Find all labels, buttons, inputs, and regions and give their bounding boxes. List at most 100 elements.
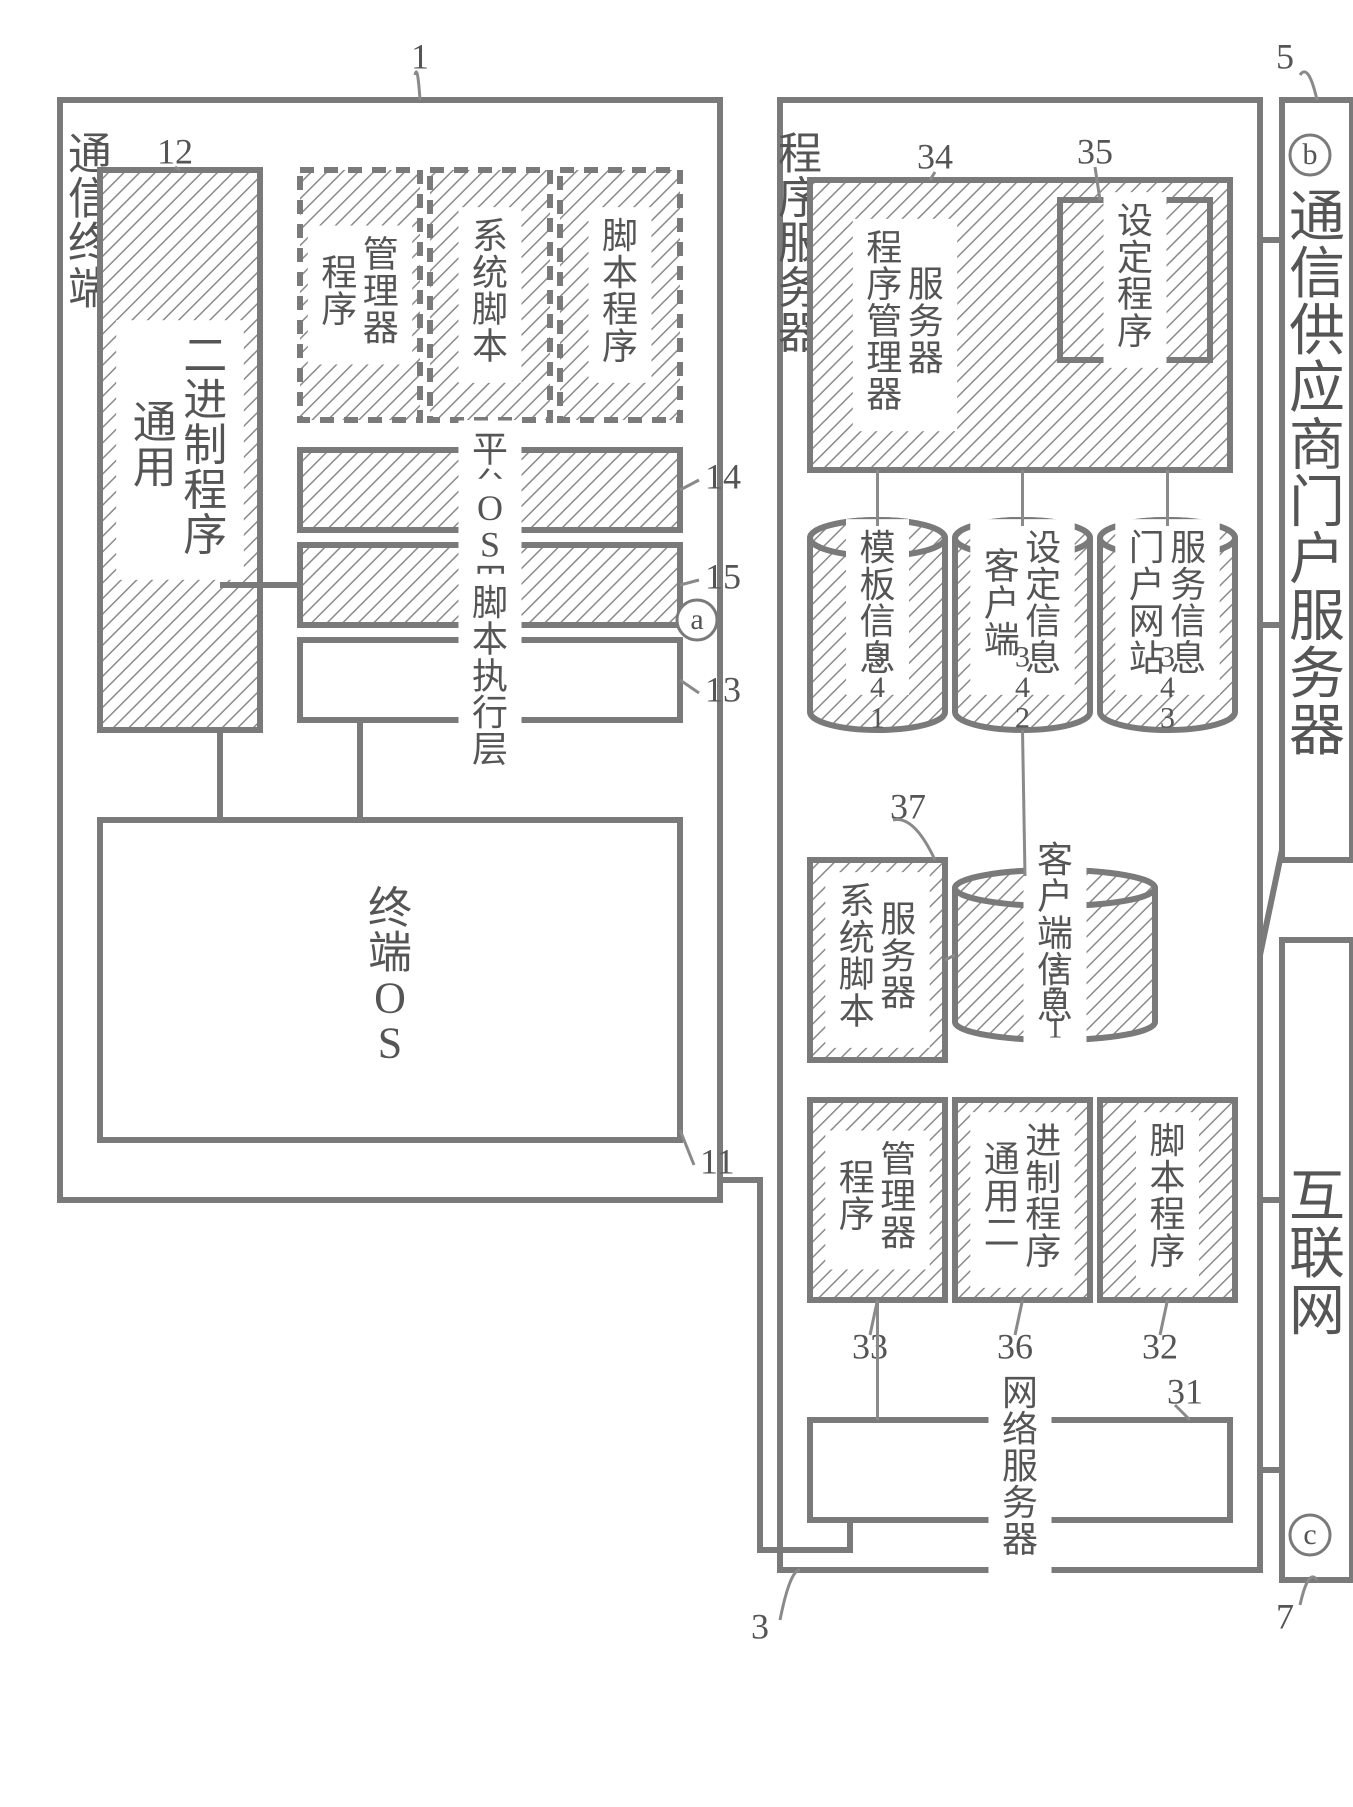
- portal-title: 信: [1289, 244, 1345, 306]
- portal-title: 应: [1289, 358, 1345, 420]
- label: 7: [1276, 1596, 1294, 1636]
- label: 户: [984, 583, 1020, 623]
- label: 行: [472, 693, 508, 733]
- internet-title: 互: [1289, 1167, 1345, 1229]
- label: 程: [602, 290, 638, 330]
- label: 12: [157, 131, 193, 171]
- label: 程: [839, 1158, 875, 1198]
- label: 务: [880, 936, 916, 976]
- label: 息: [1025, 638, 1061, 678]
- label: 序: [1025, 1231, 1061, 1271]
- portal-title: 务: [1289, 644, 1345, 706]
- label: 理: [363, 271, 399, 311]
- label: 3: [1048, 950, 1063, 983]
- label: 序: [1117, 311, 1153, 351]
- portal-title: 器: [1289, 701, 1345, 763]
- label: 3: [1160, 701, 1175, 734]
- label: 序: [321, 290, 357, 330]
- label: O: [477, 488, 503, 528]
- label: 二: [183, 331, 227, 380]
- label: 5: [1276, 36, 1294, 76]
- label: 15: [705, 556, 741, 596]
- label: 用: [984, 1176, 1020, 1216]
- label: 器: [880, 973, 916, 1013]
- label: 11: [700, 1141, 735, 1181]
- label: 本: [839, 991, 875, 1031]
- label: 本: [472, 326, 508, 366]
- label: 信: [859, 602, 895, 642]
- label: 程: [1117, 275, 1153, 315]
- svg-text:c: c: [1303, 1518, 1316, 1551]
- label: 序: [183, 511, 227, 560]
- label: O: [374, 974, 406, 1023]
- leader: [780, 1570, 800, 1620]
- label: 序: [602, 326, 638, 366]
- label: 器: [866, 375, 902, 415]
- portal-title: 通: [1289, 187, 1345, 249]
- label: 二: [984, 1213, 1020, 1253]
- label: 程: [183, 466, 227, 515]
- label: 户: [1129, 565, 1165, 605]
- label: 脚: [839, 955, 875, 995]
- label: 板: [859, 565, 895, 605]
- label: S: [480, 525, 500, 565]
- svg-text:b: b: [1303, 138, 1318, 171]
- leader: [1300, 72, 1317, 100]
- label: 管: [866, 301, 902, 341]
- label: 程: [1025, 1195, 1061, 1235]
- portal-title: 服: [1289, 587, 1345, 649]
- label: 制: [1025, 1158, 1061, 1198]
- portal-title: 户: [1289, 530, 1345, 592]
- portal-title: 门: [1289, 472, 1345, 534]
- label: 程: [321, 253, 357, 293]
- label: 3: [1015, 640, 1030, 673]
- label: 7: [1048, 981, 1063, 1014]
- progserver-title: 程: [778, 129, 822, 178]
- label: 程: [866, 228, 902, 268]
- label: 脚: [1149, 1121, 1185, 1161]
- label: 统: [839, 918, 875, 958]
- portal-title: 供: [1289, 301, 1345, 363]
- label: 3: [870, 640, 885, 673]
- label: 信: [1170, 602, 1206, 642]
- label: 户: [1037, 877, 1073, 917]
- label: 网: [1002, 1373, 1038, 1413]
- label: 器: [880, 1213, 916, 1253]
- label: 管: [880, 1140, 916, 1180]
- label: 客: [984, 547, 1020, 587]
- label: 务: [908, 301, 944, 341]
- label: 终: [368, 884, 412, 933]
- label: 服: [880, 900, 916, 940]
- label: 脚: [472, 290, 508, 330]
- label: 脚: [602, 216, 638, 256]
- label: 34: [917, 136, 953, 176]
- label: 进: [183, 376, 227, 425]
- label: 程: [1149, 1195, 1185, 1235]
- label: S: [378, 1018, 402, 1067]
- label: 4: [870, 671, 885, 704]
- label: 系: [472, 216, 508, 256]
- portal-title: 商: [1289, 415, 1345, 477]
- label: 序: [839, 1195, 875, 1235]
- label: 本: [602, 253, 638, 293]
- label: 门: [1129, 528, 1165, 568]
- label: 服: [1002, 1446, 1038, 1486]
- label: 务: [1170, 565, 1206, 605]
- label: 1: [411, 36, 429, 76]
- label: 器: [908, 338, 944, 378]
- label: 4: [1160, 671, 1175, 704]
- internet-title: 联: [1289, 1224, 1345, 1286]
- label: 2: [1015, 701, 1030, 734]
- label: 4: [1015, 671, 1030, 704]
- label: 平: [472, 430, 508, 470]
- label: 本: [1149, 1158, 1185, 1198]
- label: 模: [859, 528, 895, 568]
- label: 1: [870, 701, 885, 734]
- label: 本: [472, 620, 508, 660]
- label: 序: [1149, 1231, 1185, 1271]
- label: 13: [705, 669, 741, 709]
- label: 客: [1037, 840, 1073, 880]
- label: 息: [1170, 638, 1206, 678]
- label: 层: [472, 730, 508, 770]
- label: 31: [1167, 1371, 1203, 1411]
